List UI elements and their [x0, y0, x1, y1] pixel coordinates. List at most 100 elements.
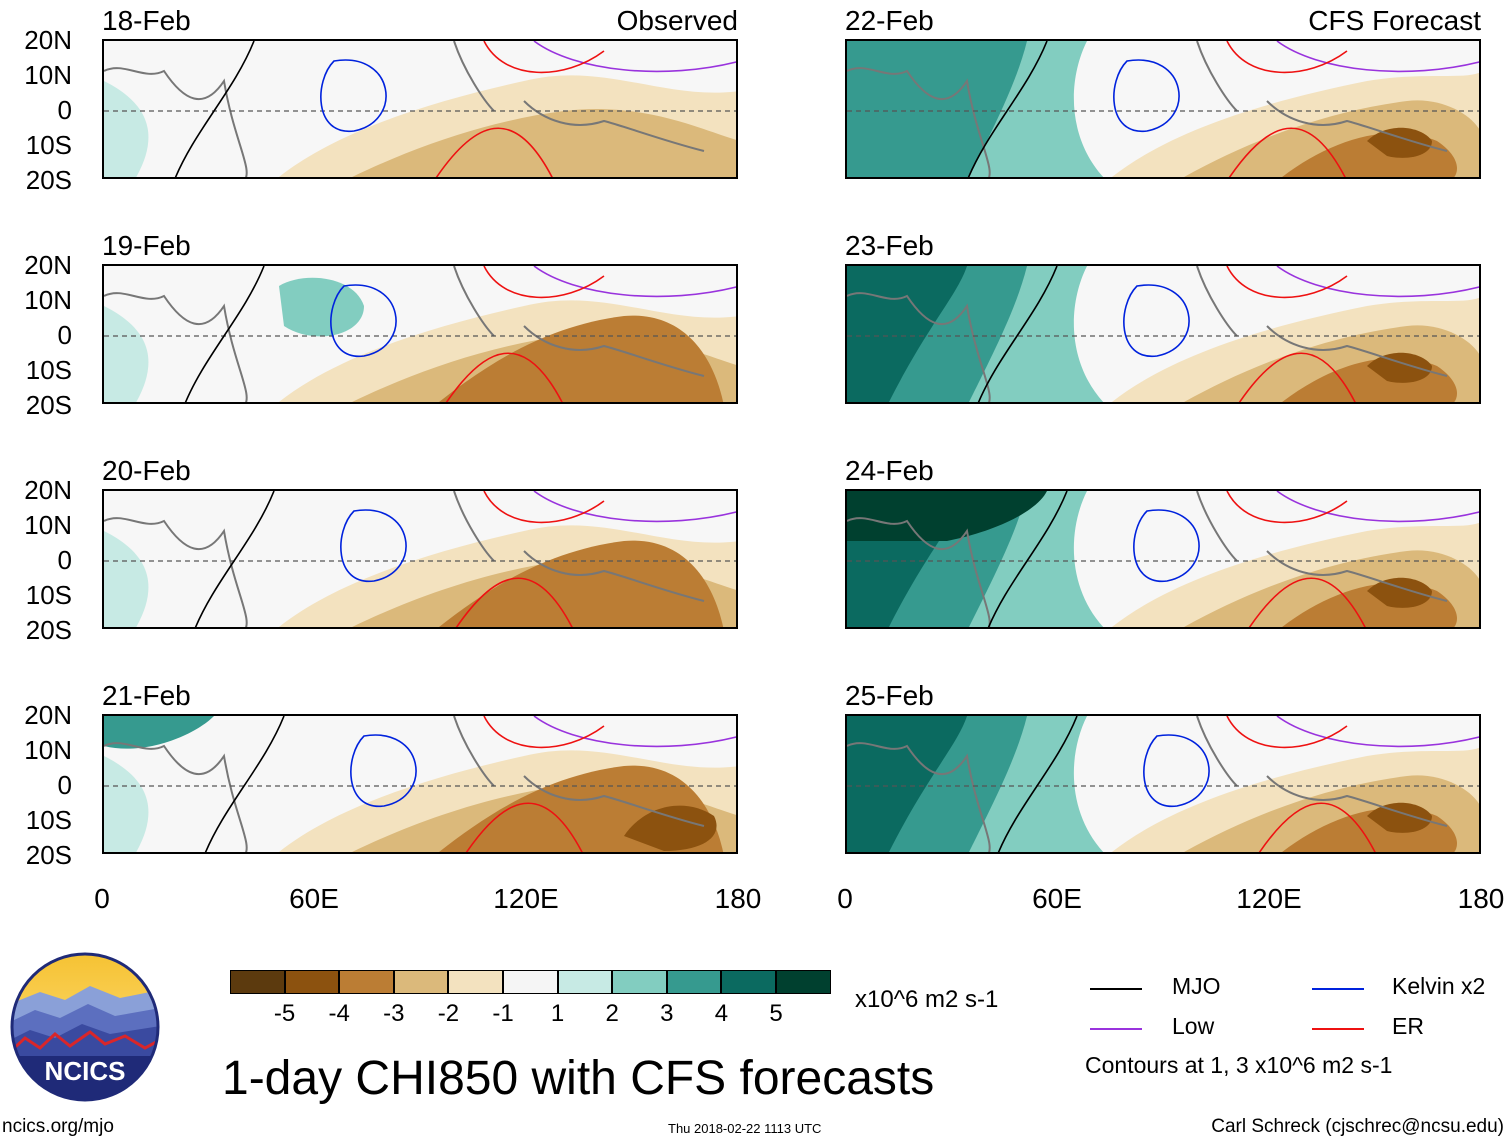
coastline [104, 266, 705, 402]
er-contour [445, 266, 605, 402]
map-panel [845, 39, 1481, 179]
colorbar-tick-label: -4 [328, 1000, 350, 1027]
footer-author: Carl Schreck (cjschrec@ncsu.edu) [1211, 1116, 1504, 1137]
lat-label: 0 [57, 320, 72, 350]
lat-label: 20N [24, 25, 72, 55]
legend-line [1312, 988, 1364, 990]
panel-source-tag: Observed [616, 5, 738, 36]
map-panel [845, 264, 1481, 404]
legend-line [1090, 988, 1142, 990]
map-panel [102, 264, 738, 404]
colorbar-swatch [284, 970, 340, 994]
figure-title: 1-day CHI850 with CFS forecasts [222, 1052, 935, 1105]
lon-label: 60E [1032, 883, 1082, 914]
lat-label: 20S [25, 615, 72, 645]
colorbar-tick-label: 1 [550, 1000, 565, 1027]
er-contour [1226, 41, 1348, 177]
colorbar-swatch [448, 970, 503, 994]
chi-shading [104, 756, 149, 852]
colorbar-tick-label: -3 [383, 1000, 405, 1027]
contour-note: Contours at 1, 3 x10^6 m2 s-1 [1085, 1052, 1393, 1078]
colorbar-swatch [612, 970, 667, 994]
chi-shading [1367, 577, 1432, 608]
lon-label: 0 [837, 883, 853, 914]
chi-shading [104, 306, 149, 402]
chi-shading [104, 716, 214, 749]
coastline [847, 491, 1448, 627]
panel-date: 18-Feb [102, 5, 191, 36]
coastline [104, 716, 705, 852]
map-panel [102, 39, 738, 179]
colorbar-units: x10^6 m2 s-1 [855, 986, 999, 1013]
colorbar-tick-label: -1 [492, 1000, 514, 1027]
lat-label: 10S [25, 130, 72, 160]
colorbar-swatch [776, 970, 831, 994]
low-contour [1276, 716, 1479, 748]
colorbar-tick-label: 3 [660, 1000, 674, 1027]
lat-label: 0 [57, 770, 72, 800]
colorbar-swatch [666, 970, 722, 994]
chi-shading [104, 531, 149, 627]
colorbar-swatch [230, 970, 285, 994]
lat-label: 10S [25, 355, 72, 385]
lon-label: 120E [1236, 883, 1302, 914]
er-contour [1226, 266, 1356, 402]
lat-label: 20S [25, 840, 72, 870]
legend-line [1090, 1028, 1142, 1030]
kelvin-contour [350, 734, 417, 807]
lon-label: 0 [94, 883, 110, 914]
kelvin-contour [330, 284, 397, 357]
low-contour [533, 41, 736, 73]
panel-date: 22-Feb [845, 5, 934, 36]
lat-label: 10S [25, 805, 72, 835]
kelvin-contour [340, 509, 407, 582]
colorbar-swatch [393, 970, 449, 994]
mjo-contour [194, 491, 275, 627]
low-contour [1276, 266, 1479, 298]
chi-shading [1367, 352, 1432, 383]
mjo-contour [204, 716, 285, 852]
lat-label: 0 [57, 545, 72, 575]
map-panel [845, 489, 1481, 629]
colorbar-swatch [557, 970, 613, 994]
logo-text: NCICS [45, 1056, 126, 1086]
low-contour [533, 491, 736, 523]
lat-label: 20N [24, 250, 72, 280]
mjo-contour [967, 41, 1048, 177]
colorbar-tick-label: -5 [273, 1000, 296, 1027]
lon-label: 60E [289, 883, 339, 914]
chi-shading [352, 108, 736, 177]
mjo-contour [987, 491, 1068, 627]
chi-shading [439, 315, 724, 402]
kelvin-contour [1113, 59, 1180, 132]
chi-shading [1367, 127, 1432, 158]
colorbar-swatch [721, 970, 776, 994]
panel-date: 25-Feb [845, 680, 934, 711]
chi-shading [1367, 802, 1432, 833]
legend-label: ER [1392, 1013, 1424, 1039]
chi-shading [104, 81, 149, 177]
kelvin-contour [1133, 509, 1200, 582]
panel-source-tag: CFS Forecast [1308, 5, 1481, 36]
coastline [847, 41, 1448, 177]
coastline [847, 716, 1448, 852]
legend-label: Low [1172, 1013, 1215, 1039]
mjo-contour [997, 716, 1078, 852]
colorbar-tick-label: 4 [714, 1000, 729, 1027]
footer-timestamp: Thu 2018-02-22 1113 UTC [668, 1121, 822, 1136]
lat-label: 0 [57, 95, 72, 125]
lat-label: 20S [25, 390, 72, 420]
panel-date: 23-Feb [845, 230, 934, 261]
chi-shading [847, 266, 967, 402]
panel-date: 19-Feb [102, 230, 191, 261]
legend-line [1312, 1028, 1364, 1030]
coastline [104, 491, 705, 627]
colorbar-tick-label: -2 [437, 1000, 460, 1027]
lon-label: 180 [714, 883, 762, 914]
er-contour [435, 41, 605, 177]
mjo-contour [174, 41, 255, 177]
low-contour [1276, 491, 1479, 523]
mjo-contour [977, 266, 1058, 402]
lat-label: 10N [24, 60, 72, 90]
panel-date: 20-Feb [102, 455, 191, 486]
